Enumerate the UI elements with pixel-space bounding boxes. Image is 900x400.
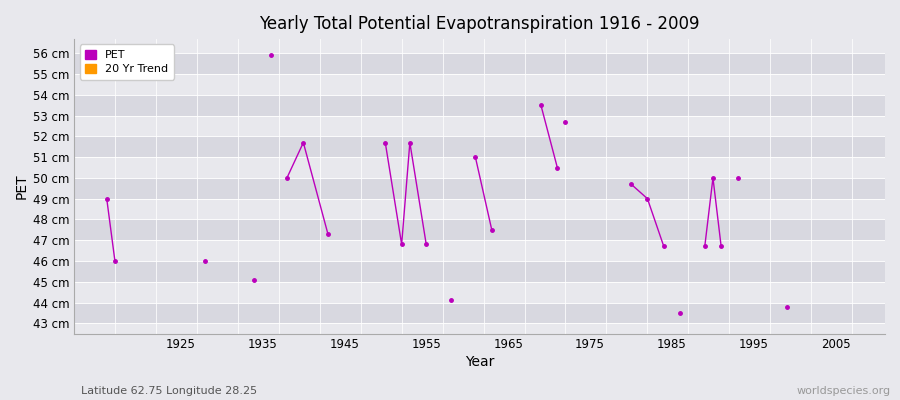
Bar	[74, 240, 885, 261]
Bar	[74, 74, 885, 95]
Y-axis label: PET: PET	[15, 173, 29, 199]
Bar	[74, 32, 885, 53]
Bar	[74, 157, 885, 178]
Bar	[74, 95, 885, 116]
Bar	[74, 261, 885, 282]
Bar	[74, 116, 885, 136]
Bar	[74, 178, 885, 199]
Bar	[74, 136, 885, 157]
Bar	[74, 53, 885, 74]
Text: worldspecies.org: worldspecies.org	[796, 386, 891, 396]
Text: Latitude 62.75 Longitude 28.25: Latitude 62.75 Longitude 28.25	[81, 386, 257, 396]
Legend: PET, 20 Yr Trend: PET, 20 Yr Trend	[79, 44, 174, 80]
Bar	[74, 199, 885, 220]
X-axis label: Year: Year	[464, 355, 494, 369]
Title: Yearly Total Potential Evapotranspiration 1916 - 2009: Yearly Total Potential Evapotranspiratio…	[259, 15, 699, 33]
Bar	[74, 302, 885, 323]
Bar	[74, 220, 885, 240]
Bar	[74, 282, 885, 302]
